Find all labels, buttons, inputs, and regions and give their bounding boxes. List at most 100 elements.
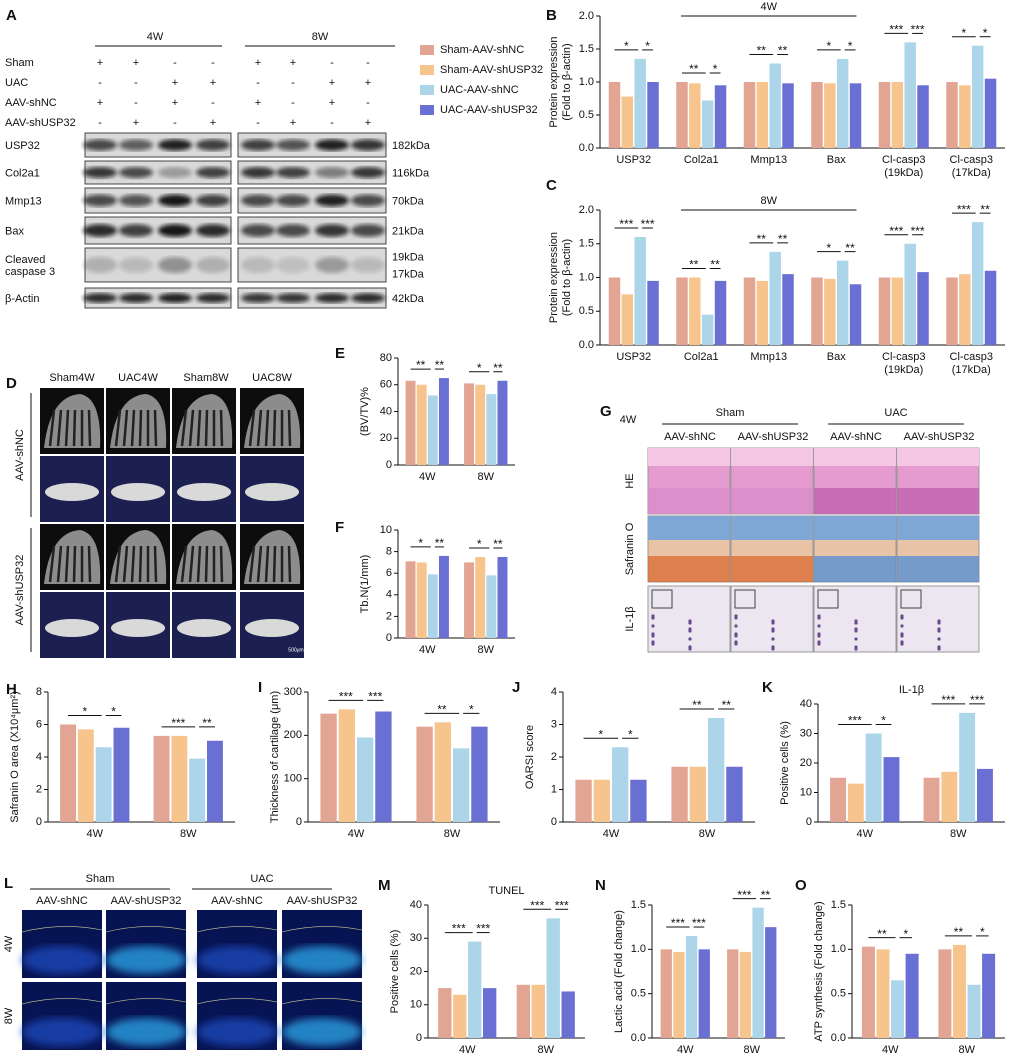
condition-mark: + bbox=[365, 117, 371, 129]
histology-layer bbox=[648, 488, 730, 514]
y-tick-label: 0 bbox=[36, 816, 42, 828]
fluorescence-line bbox=[105, 998, 187, 1005]
bar bbox=[904, 243, 916, 345]
histology-image bbox=[813, 585, 897, 653]
bar bbox=[464, 562, 475, 638]
condition-mark: + bbox=[172, 97, 178, 109]
bar bbox=[689, 766, 707, 822]
blot-band bbox=[196, 293, 230, 303]
y-axis-label: Protein expression bbox=[548, 232, 560, 323]
significance-label: ** bbox=[778, 44, 788, 58]
fluorescence-line bbox=[196, 998, 278, 1005]
panel-label: F bbox=[335, 519, 344, 536]
x-tick-label: 4W bbox=[419, 644, 436, 656]
row-label: 8W bbox=[3, 1007, 15, 1024]
significance-label: ** bbox=[689, 62, 699, 76]
histology-cell bbox=[937, 647, 941, 651]
band-size: 17kDa bbox=[392, 268, 425, 280]
blot-band bbox=[276, 293, 310, 303]
y-tick-label: 0 bbox=[296, 816, 302, 828]
significance-label: *** bbox=[889, 224, 903, 238]
blot-band bbox=[119, 224, 153, 237]
condition-mark: + bbox=[133, 117, 139, 129]
bar bbox=[938, 949, 952, 1038]
ct-disc bbox=[45, 619, 99, 637]
panel-label: J bbox=[512, 679, 520, 696]
significance-label: *** bbox=[911, 23, 925, 37]
x-tick-label: 4W bbox=[857, 828, 874, 840]
y-axis-label: Safranin O area (X10⁴μm²) bbox=[9, 691, 21, 823]
y-tick-label: 20 bbox=[380, 432, 392, 444]
y-axis-label: Positive cells (%) bbox=[389, 930, 401, 1014]
y-tick-label: 2 bbox=[551, 751, 557, 763]
condition-label: Sham bbox=[5, 57, 34, 69]
bar bbox=[971, 222, 984, 345]
bar bbox=[482, 988, 497, 1038]
significance-label: * bbox=[980, 925, 985, 939]
blot-band bbox=[351, 167, 385, 178]
histology-cell bbox=[771, 637, 775, 641]
panel-label: O bbox=[795, 877, 807, 894]
panel-label: G bbox=[600, 403, 612, 420]
bar bbox=[743, 277, 756, 345]
bar bbox=[546, 918, 560, 1038]
bar bbox=[861, 946, 875, 1038]
y-tick-label: 0.0 bbox=[579, 142, 594, 154]
significance-label: ** bbox=[493, 537, 503, 551]
y-tick-label: 2.0 bbox=[579, 10, 594, 22]
y-axis-label: Lactic acid (Fold change) bbox=[613, 910, 625, 1033]
bar bbox=[756, 82, 769, 148]
blot-band bbox=[119, 139, 153, 151]
y-tick-label: 8 bbox=[386, 546, 392, 558]
histology-cell bbox=[817, 616, 821, 620]
significance-label: *** bbox=[941, 693, 955, 707]
ct-trabecula bbox=[287, 545, 292, 583]
y-axis-label: OARSI score bbox=[524, 725, 536, 789]
group-label: Sham bbox=[86, 873, 115, 885]
significance-label: * bbox=[628, 727, 633, 741]
x-tick-label: (19kDa) bbox=[884, 167, 923, 179]
bar bbox=[356, 737, 374, 822]
bar bbox=[782, 274, 794, 345]
histology-image bbox=[896, 585, 980, 653]
ct-trabecula bbox=[196, 545, 202, 583]
band-size: 19kDa bbox=[392, 251, 425, 263]
significance-label: * bbox=[469, 703, 474, 717]
histology-layer bbox=[648, 556, 730, 582]
y-tick-label: 0.5 bbox=[631, 988, 646, 1000]
histology-cell bbox=[854, 629, 858, 633]
ct-disc bbox=[177, 619, 231, 637]
x-tick-label: Bax bbox=[827, 351, 846, 363]
bar bbox=[531, 984, 545, 1038]
significance-label: ** bbox=[845, 241, 855, 255]
bar bbox=[647, 82, 659, 148]
ct-trabecula bbox=[56, 409, 63, 447]
bar bbox=[971, 45, 984, 149]
legend-swatch bbox=[420, 45, 434, 55]
y-tick-label: 1.5 bbox=[579, 43, 594, 55]
y-tick-label: 40 bbox=[380, 405, 392, 417]
significance-label: *** bbox=[476, 922, 490, 936]
fluorescence-line bbox=[196, 926, 278, 933]
fluorescence-line bbox=[21, 926, 103, 933]
histology-cell bbox=[651, 624, 655, 628]
band-size: 116kDa bbox=[392, 167, 430, 179]
y-axis-label: (BV/TV)% bbox=[359, 387, 371, 436]
ct-trabecula bbox=[114, 545, 122, 583]
blot-band bbox=[158, 194, 192, 207]
fluorescence-line bbox=[21, 998, 103, 1005]
ct-trabecula bbox=[153, 545, 158, 583]
bar bbox=[824, 83, 836, 148]
ct-disc bbox=[177, 483, 231, 501]
bar bbox=[769, 63, 781, 148]
significance-label: ** bbox=[692, 698, 702, 712]
ct-trabecula bbox=[272, 545, 277, 583]
ct-trabecula bbox=[219, 409, 224, 447]
x-tick-label: Cl-casp3 bbox=[882, 154, 925, 166]
condition-mark: + bbox=[290, 57, 296, 69]
bar bbox=[608, 277, 621, 345]
bar bbox=[984, 78, 997, 148]
significance-label: *** bbox=[555, 898, 569, 912]
significance-label: *** bbox=[339, 690, 353, 704]
blot-band bbox=[119, 257, 153, 273]
